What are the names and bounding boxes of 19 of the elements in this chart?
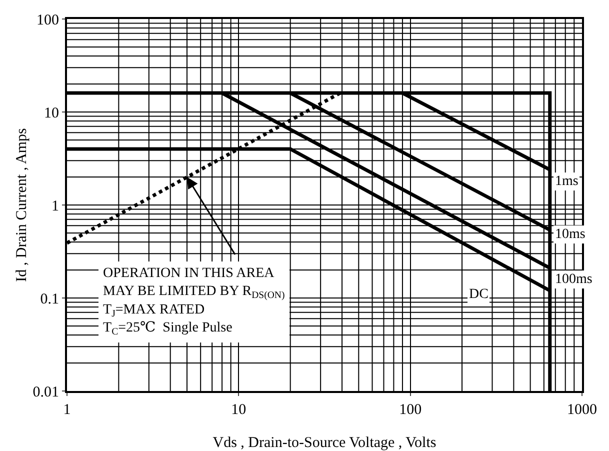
y-tick-label: 0.1 [40,291,59,308]
y-tick-label: 0.01 [32,384,59,400]
annotation: 100ms [555,272,592,287]
annotation: T$_{J}$=MAX RATED [103,302,205,320]
y-axis-title: Id , Drain Current , Amps [14,128,30,282]
x-axis-title: Vds , Drain-to-Source Voltage , Volts [212,435,436,451]
y-tick-label: 1 [52,198,59,214]
x-tick-label: 1000 [567,402,597,418]
annotation: T$_{C}$=25℃ Single Pulse [103,320,232,338]
x-tick-label: 10 [231,402,246,418]
x-tick-label: 1 [63,402,71,418]
y-tick-label: 10 [44,105,59,122]
annotation: 10ms [555,227,586,242]
annotation: 1ms [555,174,578,189]
annotation: DC [469,287,488,302]
x-tick-label: 100 [399,402,422,418]
annotation: OPERATION IN THIS AREA [103,266,276,281]
y-tick-label: 100 [36,12,59,28]
annotation: MAY BE LIMITED BY R$_{DS(ON)}$ [103,284,285,302]
